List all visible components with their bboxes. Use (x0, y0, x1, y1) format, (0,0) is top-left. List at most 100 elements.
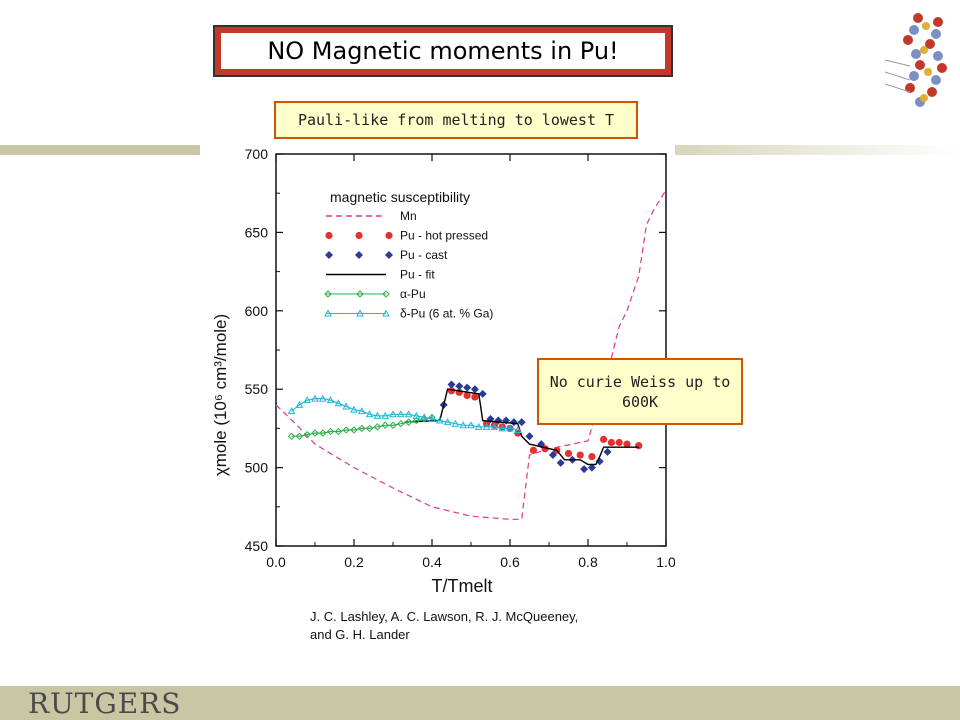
legend-title: magnetic susceptibility (330, 189, 470, 205)
data-point (615, 438, 623, 447)
data-point (295, 400, 304, 408)
data-point (428, 413, 436, 422)
data-point (365, 424, 374, 433)
legend-label: Pu - hot pressed (400, 229, 488, 243)
citation-line-2: and G. H. Lander (310, 627, 410, 642)
data-point (580, 465, 589, 474)
data-point (529, 446, 537, 454)
data-point (607, 438, 615, 447)
data-point (342, 402, 351, 410)
series-line (404, 388, 639, 466)
data-point (420, 413, 429, 421)
x-tick-label: 0.4 (422, 554, 442, 570)
data-point (295, 432, 304, 440)
x-tick-label: 0.2 (344, 554, 364, 570)
data-point (355, 231, 363, 240)
y-tick-label: 450 (245, 538, 269, 554)
data-point (311, 394, 319, 402)
legend-label: Pu - fit (400, 268, 435, 282)
data-point (389, 421, 397, 429)
data-point (303, 396, 312, 404)
data-point (470, 385, 479, 394)
data-point (459, 421, 468, 429)
citation: J. C. Lashley, A. C. Lawson, R. J. McQue… (310, 608, 690, 644)
data-point (287, 407, 296, 415)
data-point (600, 435, 608, 443)
data-point (381, 411, 390, 419)
data-point (576, 451, 584, 459)
data-point (482, 422, 491, 430)
data-point (385, 231, 393, 240)
y-tick-label: 550 (245, 381, 269, 397)
legend-label: Pu - cast (400, 248, 448, 262)
data-point (326, 396, 335, 404)
data-point (389, 410, 397, 418)
data-point (356, 309, 364, 317)
data-point (588, 453, 596, 461)
data-point (324, 290, 332, 298)
data-point (350, 405, 358, 413)
data-point (356, 290, 364, 298)
data-point (564, 449, 573, 458)
x-tick-label: 1.0 (656, 554, 675, 570)
data-point (350, 426, 358, 434)
data-point (396, 410, 405, 418)
data-point (513, 425, 522, 433)
data-point (412, 411, 421, 419)
slide-title: NO Magnetic moments in Pu! (221, 33, 665, 69)
plot-frame (275, 153, 667, 547)
data-point (506, 424, 514, 432)
data-point (326, 427, 335, 436)
data-point (412, 416, 421, 425)
y-tick-label: 650 (245, 224, 269, 240)
data-point (467, 421, 475, 429)
data-point (318, 394, 327, 402)
data-point (498, 424, 507, 432)
data-point (382, 290, 390, 298)
data-point (517, 418, 526, 427)
data-point (463, 383, 472, 392)
data-point (287, 432, 296, 440)
subtitle-callout: Pauli-like from melting to lowest T (274, 101, 638, 139)
x-tick-label: 0.0 (266, 554, 286, 570)
data-point (556, 458, 565, 467)
legend-label: Mn (400, 209, 417, 223)
data-point (373, 423, 382, 431)
data-point (404, 410, 413, 418)
data-point (447, 380, 456, 389)
data-point (373, 411, 382, 419)
y-axis-label: χmole (10⁶ cm³/mole) (211, 314, 230, 476)
data-point (471, 393, 479, 401)
y-tick-label: 600 (245, 303, 269, 319)
data-point (334, 399, 343, 407)
data-point (311, 429, 319, 437)
data-point (381, 421, 389, 429)
x-axis-label: T/Tmelt (432, 576, 493, 596)
data-point (525, 432, 534, 441)
data-point (474, 422, 483, 430)
data-point (357, 407, 366, 415)
crystal-lattice-icon (884, 13, 947, 107)
data-point (325, 231, 333, 240)
data-point (303, 430, 311, 439)
data-point (509, 418, 518, 427)
data-point (358, 424, 366, 433)
data-point (385, 251, 393, 259)
data-point (587, 463, 596, 472)
data-point (334, 427, 343, 436)
data-point (623, 440, 631, 448)
series-line (291, 416, 433, 437)
data-point (451, 419, 460, 427)
y-tick-label: 500 (245, 460, 269, 476)
data-point (382, 309, 390, 317)
susceptibility-chart: 0.0 0.2 0.4 0.6 0.8 1.0 450 500 550 600 650 700 mag… (211, 146, 676, 596)
data-point (319, 429, 327, 437)
data-point (548, 451, 557, 460)
data-point (455, 382, 464, 391)
data-point (435, 416, 444, 424)
data-point (603, 447, 612, 456)
data-point (478, 389, 487, 398)
data-point (463, 391, 471, 400)
title-frame: NO Magnetic moments in Pu! (213, 25, 673, 77)
rutgers-logo: RUTGERS (28, 687, 182, 720)
